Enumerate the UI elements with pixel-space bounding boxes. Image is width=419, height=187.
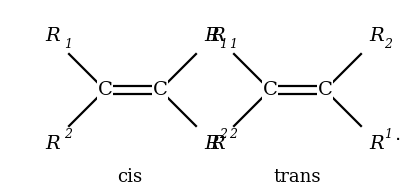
Text: C: C: [263, 81, 277, 99]
Text: C: C: [153, 81, 168, 99]
Text: 1: 1: [229, 38, 238, 51]
Text: 2: 2: [65, 128, 72, 141]
Text: 2: 2: [219, 128, 227, 141]
Text: trans: trans: [273, 168, 321, 186]
Text: C: C: [98, 81, 112, 99]
Text: R: R: [205, 27, 220, 45]
Text: 1: 1: [65, 38, 72, 51]
Text: 2: 2: [229, 128, 238, 141]
Text: 1: 1: [219, 38, 227, 51]
Text: 2: 2: [384, 38, 392, 51]
Text: R: R: [211, 27, 225, 45]
Text: cis: cis: [117, 168, 142, 186]
Text: R: R: [370, 27, 384, 45]
Text: R: R: [205, 135, 220, 153]
Text: C: C: [318, 81, 332, 99]
Text: .: .: [395, 125, 401, 144]
Text: 1: 1: [384, 128, 392, 141]
Text: R: R: [46, 27, 60, 45]
Text: R: R: [46, 135, 60, 153]
Text: R: R: [211, 135, 225, 153]
Text: R: R: [370, 135, 384, 153]
